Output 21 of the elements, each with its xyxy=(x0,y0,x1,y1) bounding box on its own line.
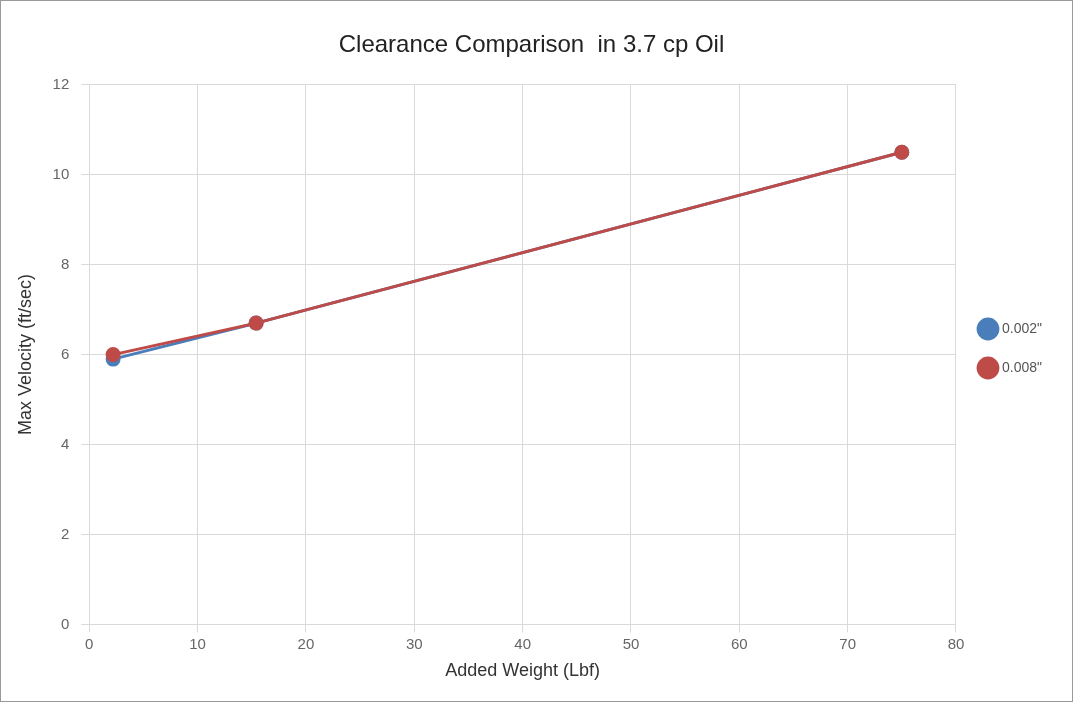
chart-title: Clearance Comparison in 3.7 cp Oil xyxy=(338,30,725,58)
y-tick-label: 0 xyxy=(60,614,70,632)
x-tick-label: 80 xyxy=(947,634,965,652)
y-tick-label: 4 xyxy=(60,434,70,452)
y-tick-label: 2 xyxy=(60,524,70,542)
x-tick-label: 20 xyxy=(297,634,315,652)
x-axis-title: Added Weight (Lbf) xyxy=(445,660,601,681)
x-tick-label: 50 xyxy=(622,634,640,652)
x-tick-label: 10 xyxy=(189,634,206,652)
x-tick-label: 30 xyxy=(405,634,423,652)
y-tick-label: 8 xyxy=(60,254,70,272)
legend-label: 0.008" xyxy=(1002,358,1043,375)
x-tick-label: 60 xyxy=(730,634,748,652)
x-tick-label: 40 xyxy=(514,634,531,652)
y-tick-label: 10 xyxy=(52,164,70,182)
x-tick-label: 70 xyxy=(839,634,856,652)
y-tick-label: 6 xyxy=(60,344,70,362)
legend-label: 0.002" xyxy=(1002,319,1043,336)
y-tick-label: 12 xyxy=(52,74,70,92)
y-axis-title: Max Velocity (ft/sec) xyxy=(14,274,35,436)
x-tick-label: 0 xyxy=(85,634,94,652)
